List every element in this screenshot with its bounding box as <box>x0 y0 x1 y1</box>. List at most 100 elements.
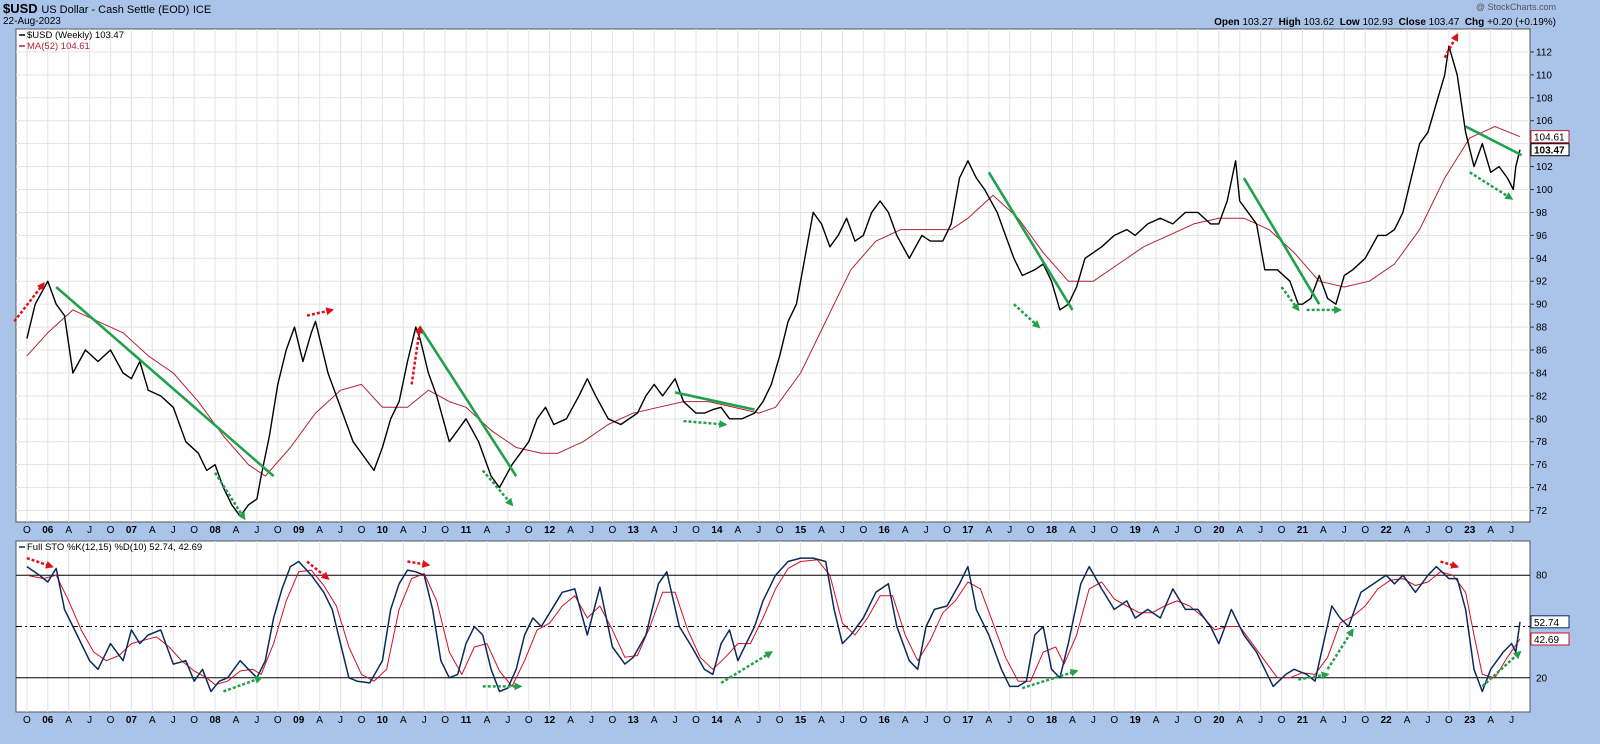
price-y-tick-label: 80 <box>1536 414 1548 425</box>
sto-x-tick-label: 22 <box>1381 715 1393 726</box>
sto-x-tick-label: 06 <box>42 715 54 726</box>
sto-x-tick-label: J <box>1091 715 1096 726</box>
price-x-tick-label: O <box>274 525 282 536</box>
open-value: 103.27 <box>1242 17 1273 28</box>
sto-x-tick-label: J <box>505 715 510 726</box>
price-y-tick-label: 90 <box>1536 300 1548 311</box>
price-x-tick-label: A <box>484 525 491 536</box>
sto-x-tick-label: A <box>1404 715 1411 726</box>
sto-red-arrow <box>1440 560 1460 569</box>
sto-x-tick-label: O <box>943 715 951 726</box>
price-x-tick-label: J <box>673 525 678 536</box>
price-x-tick-label: J <box>840 525 845 536</box>
price-x-tick-label: J <box>1342 525 1347 536</box>
price-y-tick-label: 110 <box>1536 70 1552 81</box>
price-x-tick-label: J <box>254 525 259 536</box>
sto-x-tick-label: O <box>190 715 198 726</box>
price-legend-label: MA(52) 104.61 <box>27 41 90 52</box>
price-x-tick-label: A <box>1404 525 1411 536</box>
trend-line <box>1465 125 1523 157</box>
price-green-arrow <box>683 419 728 429</box>
sto-x-tick-label: 10 <box>377 715 389 726</box>
sto-x-tick-label: J <box>338 715 343 726</box>
price-y-tick-label: 100 <box>1536 185 1553 196</box>
price-legend-label: $USD (Weekly) 103.47 <box>27 30 124 41</box>
trend-line <box>1242 177 1321 305</box>
sto-x-tick-label: 19 <box>1130 715 1142 726</box>
sto-x-tick-label: O <box>859 715 867 726</box>
price-x-tick-label: A <box>1069 525 1076 536</box>
price-last-value-box <box>1530 143 1570 157</box>
sto-green-arrow <box>223 676 263 693</box>
sto-x-tick-label: 14 <box>711 715 723 726</box>
sto-x-tick-label: O <box>441 715 449 726</box>
low-label: Low <box>1339 17 1360 28</box>
price-x-tick-label: A <box>985 525 992 536</box>
price-x-tick-label: O <box>1194 525 1202 536</box>
sto-x-tick-label: A <box>735 715 742 726</box>
price-x-tick-label: 08 <box>210 525 222 536</box>
sto-x-tick-label: O <box>23 715 31 726</box>
price-x-tick-label: J <box>1007 525 1012 536</box>
price-x-tick-label: J <box>1258 525 1263 536</box>
price-x-tick-label: J <box>171 525 176 536</box>
usd-price-line <box>26 45 1521 517</box>
price-green-arrow <box>481 469 514 507</box>
sto-percent-k-line <box>26 557 1521 693</box>
sto-x-tick-label: A <box>233 715 240 726</box>
sto-x-tick-label: A <box>65 715 72 726</box>
sto-x-tick-label: 21 <box>1297 715 1309 726</box>
sto-x-tick-label: J <box>254 715 259 726</box>
price-y-tick-label: 76 <box>1536 460 1548 471</box>
price-x-tick-label: A <box>316 525 323 536</box>
price-green-arrow <box>1469 171 1514 200</box>
price-x-tick-label: 10 <box>377 525 389 536</box>
price-x-tick-label: A <box>1236 525 1243 536</box>
chg-value: +0.20 (+0.19%) <box>1487 17 1556 28</box>
sto-x-tick-label: 11 <box>461 715 472 726</box>
price-x-tick-label: 16 <box>879 525 891 536</box>
sto-x-tick-label: A <box>985 715 992 726</box>
sto-x-tick-label: A <box>902 715 909 726</box>
price-green-arrow <box>214 472 246 521</box>
sto-green-arrow <box>1481 650 1522 688</box>
price-x-tick-label: 19 <box>1130 525 1142 536</box>
sto-y-tick-label: 20 <box>1536 673 1548 684</box>
sto-x-tick-label: J <box>756 715 761 726</box>
sto-x-tick-label: J <box>1509 715 1514 726</box>
sto-percent-d-line <box>26 559 1521 687</box>
sto-x-tick-label: A <box>1069 715 1076 726</box>
sto-x-tick-label: A <box>316 715 323 726</box>
price-red-arrow <box>1443 32 1459 59</box>
sto-last-value-box <box>1530 632 1570 646</box>
sto-x-tick-label: O <box>525 715 533 726</box>
price-x-tick-label: A <box>735 525 742 536</box>
sto-x-tick-label: J <box>1425 715 1430 726</box>
price-x-tick-label: J <box>1091 525 1096 536</box>
sto-x-tick-label: O <box>274 715 282 726</box>
price-y-tick-label: 92 <box>1536 277 1548 288</box>
open-label: Open <box>1214 17 1240 28</box>
price-y-tick-label: 102 <box>1536 162 1553 173</box>
price-x-tick-label: A <box>1320 525 1327 536</box>
sto-x-tick-label: 18 <box>1046 715 1058 726</box>
price-x-tick-label: J <box>1425 525 1430 536</box>
high-label: High <box>1278 17 1301 28</box>
sto-x-tick-label: J <box>924 715 929 726</box>
price-x-tick-label: A <box>400 525 407 536</box>
sto-x-tick-label: A <box>1487 715 1494 726</box>
trend-line <box>674 391 755 411</box>
sto-x-tick-label: O <box>1361 715 1369 726</box>
symbol-ticker: $USD <box>3 1 38 16</box>
price-x-tick-label: 06 <box>42 525 54 536</box>
sto-x-tick-label: O <box>1445 715 1453 726</box>
price-x-tick-label: 15 <box>795 525 807 536</box>
trend-line <box>55 285 275 478</box>
sto-x-tick-label: A <box>1236 715 1243 726</box>
price-y-tick-label: 82 <box>1536 391 1548 402</box>
sto-x-tick-label: O <box>1278 715 1286 726</box>
price-x-tick-label: O <box>1445 525 1453 536</box>
price-x-tick-label: 07 <box>126 525 138 536</box>
price-y-tick-label: 74 <box>1536 483 1548 494</box>
